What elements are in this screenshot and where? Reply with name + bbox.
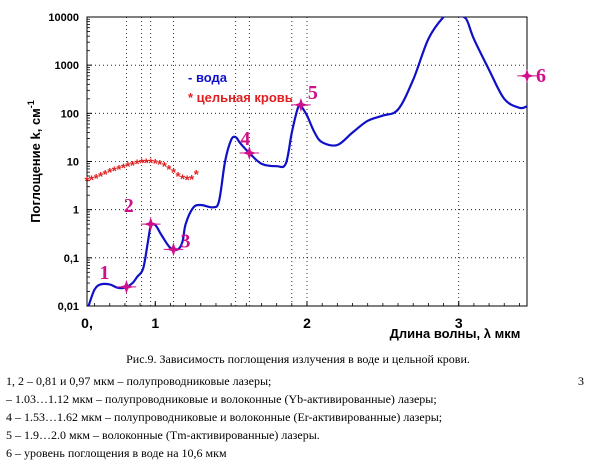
blood-point: *	[176, 169, 182, 184]
caption-side-number: 3	[578, 374, 584, 388]
caption-title: Рис.9. Зависимость поглощения излучения …	[126, 352, 470, 366]
blood-point: *	[112, 164, 118, 179]
blood-point: *	[121, 161, 127, 176]
legend-entry: * цельная кровь	[188, 90, 293, 105]
y-tick-label: 10000	[48, 12, 79, 24]
caption-line-4: 5 – 1.9…2.0 мкм – волоконные (Tm-активир…	[6, 428, 320, 442]
blood-point: *	[157, 157, 163, 172]
legend-entry: - вода	[188, 70, 228, 85]
annotation-label: 6	[536, 65, 546, 87]
blood-point: *	[144, 155, 150, 170]
caption-line-5: 6 – уровень поглощения в воде на 10,6 мк…	[6, 446, 227, 460]
blood-point: *	[84, 174, 90, 189]
blood-point: *	[135, 157, 141, 172]
chart-labels: Длина волны, λ мкм Поглощение k, см-1 - во…	[26, 70, 520, 341]
x-tick-label: 3	[455, 315, 463, 331]
caption-line-3: 4 – 1.53…1.62 мкм – полупроводниковые и …	[6, 410, 443, 424]
caption-line-2: – 1.03…1.12 мкм – полупроводниковые и во…	[6, 392, 437, 406]
blood-point: *	[98, 169, 104, 184]
annotation-label: 3	[180, 230, 190, 252]
y-tick-label: 1000	[55, 60, 79, 72]
annotation-label: 5	[308, 82, 318, 104]
blood-point: *	[89, 173, 95, 188]
blood-point: *	[189, 172, 195, 187]
annotation-label: 2	[124, 195, 134, 217]
blood-point: *	[130, 158, 136, 173]
y-tick-label: 0,1	[64, 253, 79, 265]
annotation-label: 4	[240, 128, 250, 150]
x-tick-label: 1	[151, 315, 159, 331]
blood-point: *	[139, 156, 145, 171]
blood-point: *	[107, 165, 113, 180]
caption-line-1: 1, 2 – 0,81 и 0,97 мкм – полупроводников…	[6, 374, 272, 388]
annotation-label: 1	[99, 262, 109, 284]
blood-point: *	[125, 159, 131, 174]
blood-point: *	[171, 165, 177, 180]
y-tick-label: 10	[67, 157, 79, 169]
blood-point: *	[166, 162, 172, 177]
blood-point: *	[103, 167, 109, 182]
blood-point: *	[180, 172, 186, 187]
x-tick-label: 2	[303, 315, 311, 331]
y-tick-label: 0,01	[58, 301, 79, 313]
blood-point: *	[116, 162, 122, 177]
blood-point: *	[148, 155, 154, 170]
blood-point: *	[94, 171, 100, 186]
y-tick-label: 1	[73, 205, 79, 217]
annotations: 1 2 3 4 5 6	[99, 65, 546, 294]
y-axis-label: Поглощение k, см-1	[26, 100, 43, 223]
blood-point: *	[162, 159, 168, 174]
blood-point: *	[185, 173, 191, 188]
x-tick-label: 0,	[81, 315, 93, 331]
x-axis-label: Длина волны, λ мкм	[390, 326, 521, 341]
y-tick-label: 100	[61, 108, 79, 120]
blood-point: *	[153, 156, 159, 171]
blood-point: *	[194, 167, 200, 182]
